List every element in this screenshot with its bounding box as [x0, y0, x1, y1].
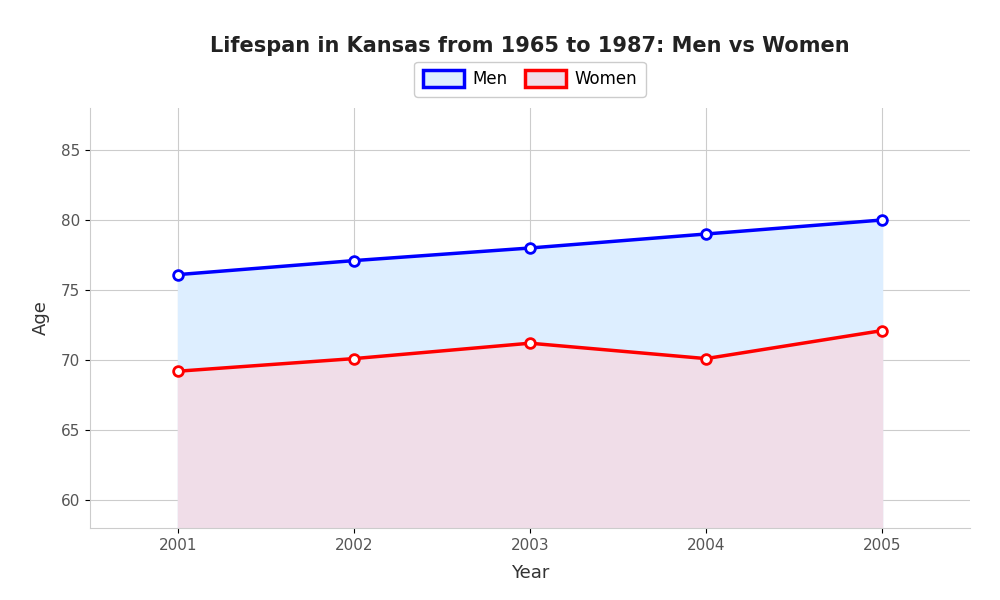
Y-axis label: Age: Age [32, 301, 50, 335]
Legend: Men, Women: Men, Women [414, 62, 646, 97]
Title: Lifespan in Kansas from 1965 to 1987: Men vs Women: Lifespan in Kansas from 1965 to 1987: Me… [210, 37, 850, 56]
X-axis label: Year: Year [511, 564, 549, 582]
